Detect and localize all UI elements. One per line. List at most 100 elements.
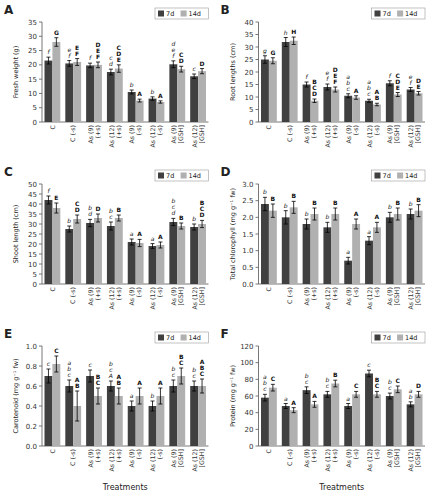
label-line: As (9) [345, 287, 352, 306]
x-tick-label: As (9)(-s) [345, 125, 359, 144]
error-bar [263, 56, 267, 64]
label-line: c [388, 384, 392, 391]
label-line: B [271, 195, 276, 202]
error-bar [117, 388, 121, 404]
y-axis-label: Carotenoid (mg g⁻¹ fw) [12, 359, 20, 434]
significance-label: b [388, 203, 392, 210]
x-tick-label: As (9)[GSH] [386, 287, 400, 306]
significance-label: A [291, 399, 296, 406]
label-line: (+s) [331, 287, 338, 300]
label-line: (-s) [156, 125, 163, 135]
label-line: (+s) [331, 449, 338, 462]
label-line: [GSH] [414, 449, 421, 468]
label-line: a [346, 248, 350, 255]
error-bar [271, 204, 275, 217]
label-line: A [137, 379, 142, 386]
significance-label: A [354, 87, 359, 94]
significance-label: c [88, 361, 92, 368]
label-line: g [263, 47, 267, 55]
label-line: As (9) [170, 125, 177, 144]
significance-label: b [192, 215, 196, 222]
y-tick [256, 396, 259, 397]
x-tick-label-group: As (9)(+s) [303, 287, 317, 306]
error-bar [67, 380, 71, 392]
y-tick [256, 84, 259, 85]
bars [44, 38, 206, 122]
label-line: As (12) [108, 449, 115, 472]
error-bar [67, 226, 71, 232]
y-tick [39, 426, 42, 427]
y-axis-line [258, 346, 259, 446]
panel: D0.00.51.01.52.02.53.0Total chlorophyll … [221, 165, 426, 310]
error-bar [158, 242, 162, 248]
x-tick-label-group: As (12)[GSH] [191, 125, 205, 148]
label-line: b [67, 217, 71, 224]
x-tick-label: As (12)(+s) [108, 287, 122, 310]
legend-label: 7d [166, 334, 174, 342]
bar [269, 61, 277, 122]
label-line: D [95, 205, 100, 212]
bar [290, 207, 298, 284]
significance-label: abc [67, 359, 71, 378]
x-tick-label-group: As (12)[GSH] [407, 287, 421, 310]
significance-label: def [171, 40, 175, 59]
error-bar [271, 384, 275, 391]
label-line: C [54, 347, 59, 354]
bar [190, 386, 198, 446]
error-bar [417, 205, 421, 217]
error-bar [284, 404, 288, 409]
label-line: E [117, 56, 121, 63]
x-tick-label-group: As (12)(-s) [366, 125, 380, 148]
label-line: A [291, 399, 296, 406]
y-tick-label: 35 [245, 31, 254, 39]
bar [44, 61, 52, 122]
significance-label: bc [192, 366, 196, 379]
error-bar [396, 93, 400, 97]
x-tick-label-group: As (12)[GSH] [191, 449, 205, 472]
bar [261, 60, 269, 123]
significance-label: f [389, 72, 392, 79]
bar [394, 95, 402, 123]
label-line: C [271, 375, 276, 382]
bar [156, 102, 164, 122]
y-axis-label: Total chlorophyll (mg g⁻¹ fw) [229, 188, 237, 281]
label-line: a [367, 228, 371, 235]
label-line: b [151, 392, 155, 399]
label-line: (-s) [373, 125, 380, 135]
bar [352, 394, 360, 446]
label-line: G [270, 49, 275, 56]
y-tick-label: 10 [28, 261, 37, 269]
label-line: a [346, 395, 350, 402]
legend-label: 7d [383, 334, 391, 342]
label-line: As (12) [191, 125, 198, 148]
legend-label: 14d [405, 10, 417, 18]
y-tick-label: 100 [240, 359, 253, 367]
x-tick-label: C (-s) [69, 287, 76, 304]
label-line: d [171, 209, 175, 216]
x-tick-label: C [49, 448, 56, 453]
label-line: A [354, 87, 359, 94]
label-line: [GSH] [393, 125, 400, 144]
y-tick-label: 20 [245, 426, 254, 434]
label-line: b [388, 203, 392, 210]
y-tick-label: 25 [245, 56, 254, 64]
label-line: (+s) [310, 449, 317, 462]
bar [323, 227, 331, 284]
x-tick-label-group: As (9)(-s) [128, 125, 142, 144]
y-tick [256, 97, 259, 98]
x-tick-label-group: As (12)(-s) [366, 449, 380, 472]
label-line: b [305, 210, 309, 217]
label-line: C (-s) [286, 287, 293, 304]
x-tick-label-group: As (9)[GSH] [170, 449, 184, 468]
error-bar [367, 237, 371, 245]
label-line: (-s) [135, 449, 142, 459]
x-tick-label: As (9)(+s) [87, 449, 101, 468]
label-line: (-s) [352, 449, 359, 459]
y-tick-label: 10 [28, 90, 37, 98]
x-tick-label: As (9)[GSH] [170, 287, 184, 306]
y-tick [39, 244, 42, 245]
label-line: As (9) [345, 125, 352, 144]
error-bar [375, 391, 379, 397]
bar [323, 87, 331, 122]
label-line: B [117, 206, 122, 213]
